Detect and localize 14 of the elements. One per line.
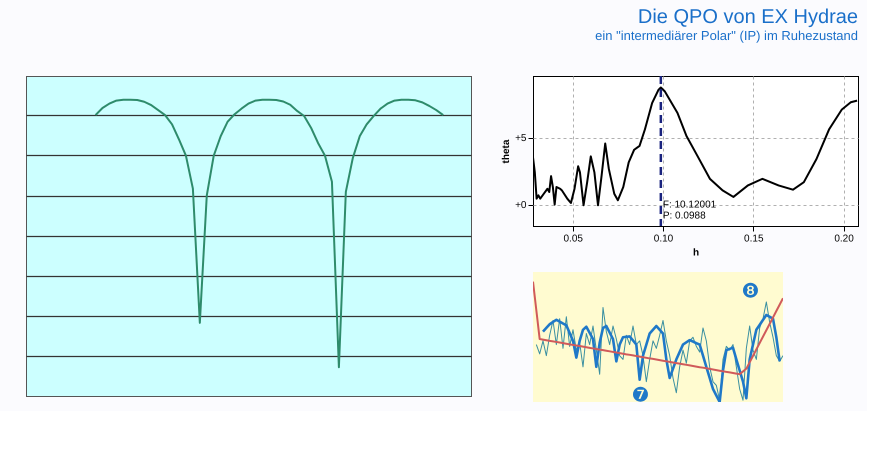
annotation: ❼ bbox=[632, 382, 650, 406]
y-tick-label: +0 bbox=[515, 200, 527, 212]
y-axis-title: theta bbox=[501, 139, 512, 164]
x-tick-label: 0.20 bbox=[834, 234, 854, 244]
annotation: P: 0.0988 bbox=[662, 210, 706, 222]
y-tick-label: +5 bbox=[515, 133, 527, 144]
chart-title: Die QPO von EX Hydrae bbox=[638, 6, 858, 28]
x-tick-label: 0.05 bbox=[563, 234, 584, 244]
chart-subtitle: ein "intermediärer Polar" (IP) im Ruhezustand bbox=[595, 28, 858, 43]
x-tick-label: 0.10 bbox=[654, 234, 674, 244]
x-axis-title: h bbox=[692, 248, 700, 258]
annotation: F: 10.12001 bbox=[662, 200, 717, 211]
annotation: ❽ bbox=[742, 278, 760, 302]
x-tick-label: 0.15 bbox=[744, 234, 764, 244]
